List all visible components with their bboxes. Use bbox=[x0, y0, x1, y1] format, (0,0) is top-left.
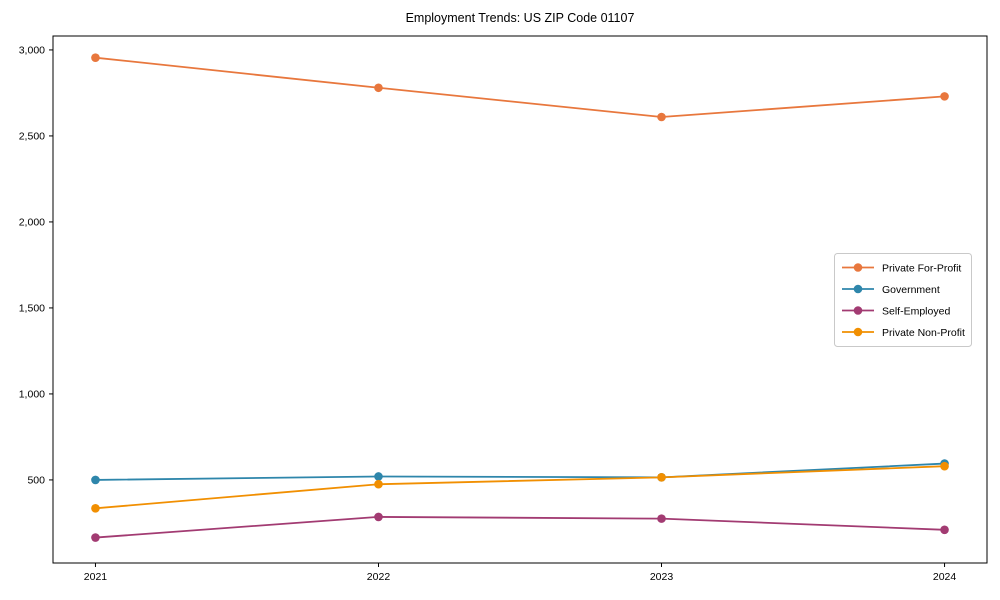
x-tick-label: 2022 bbox=[367, 571, 391, 583]
chart-point-private-non-profit-2024 bbox=[940, 461, 949, 471]
y-tick-label: 1,000 bbox=[19, 389, 45, 401]
y-tick-label: 1,500 bbox=[19, 303, 45, 315]
x-tick-label: 2023 bbox=[650, 571, 674, 583]
chart-point-government-2022 bbox=[374, 472, 383, 481]
x-tick-label: 2024 bbox=[933, 571, 957, 583]
chart-point-self-employed-2024 bbox=[940, 525, 949, 535]
chart-point-self-employed-2023 bbox=[657, 514, 666, 523]
chart-point-private-for-profit-2021 bbox=[91, 53, 100, 62]
legend-marker-private-for-profit bbox=[853, 263, 863, 272]
chart-title: Employment Trends: US ZIP Code 01107 bbox=[406, 11, 635, 25]
y-tick-label: 2,500 bbox=[19, 131, 45, 143]
chart-point-government-2021 bbox=[91, 475, 100, 485]
y-tick-label: 2,000 bbox=[19, 217, 45, 229]
plot-border bbox=[52, 35, 988, 564]
chart-point-private-for-profit-2024 bbox=[940, 92, 949, 101]
chart-point-self-employed-2022 bbox=[374, 512, 383, 522]
legend-label-private-non-profit: Private Non-Profit bbox=[882, 327, 965, 339]
legend-marker-self-employed bbox=[853, 306, 863, 315]
chart-point-private-non-profit-2022 bbox=[374, 479, 383, 489]
legend-marker-private-non-profit bbox=[853, 327, 863, 337]
chart-line-private-for-profit bbox=[95, 56, 945, 118]
legend-label-government: Government bbox=[882, 284, 940, 296]
x-tick-label: 2021 bbox=[84, 571, 108, 583]
y-tick-label: 3,000 bbox=[19, 45, 45, 57]
legend-marker-government bbox=[853, 284, 863, 294]
legend-label-self-employed: Self-Employed bbox=[882, 305, 950, 317]
chart-point-private-non-profit-2023 bbox=[657, 473, 666, 482]
chart-line-government bbox=[95, 462, 945, 481]
legend-box bbox=[834, 253, 972, 347]
chart-point-private-for-profit-2022 bbox=[374, 83, 383, 93]
chart-point-private-non-profit-2021 bbox=[91, 504, 100, 513]
legend-label-private-for-profit: Private For-Profit bbox=[882, 262, 961, 274]
y-tick-label: 500 bbox=[27, 475, 45, 487]
chart-line-self-employed bbox=[95, 516, 945, 539]
chart-point-self-employed-2021 bbox=[91, 533, 100, 542]
chart-line-private-non-profit bbox=[95, 465, 945, 510]
chart-point-private-for-profit-2023 bbox=[657, 112, 666, 122]
